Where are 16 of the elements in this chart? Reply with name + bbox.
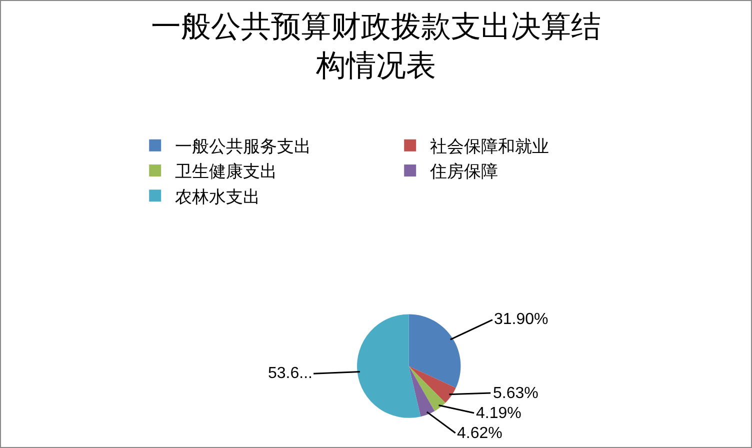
data-label: 31.90% [494, 311, 548, 328]
legend-label: 卫生健康支出 [175, 162, 278, 182]
pie-slice [408, 366, 456, 403]
pie-slice [408, 366, 446, 412]
chart-title: 一般公共预算财政拨款支出决算结构情况表 [151, 10, 601, 83]
pie-slice [408, 314, 461, 388]
pie-slice [408, 366, 435, 417]
legend-label: 社会保障和就业 [430, 137, 550, 158]
data-label: 5.63% [493, 385, 538, 402]
data-label: 4.62% [457, 425, 502, 442]
legend-label: 住房保障 [429, 162, 498, 182]
data-label: 4.19% [476, 405, 522, 422]
pie-slice [357, 314, 421, 418]
legend-label: 农林水支出 [175, 187, 260, 208]
legend-label: 一般公共服务支出 [175, 137, 312, 158]
data-label: 53.6... [268, 365, 312, 382]
